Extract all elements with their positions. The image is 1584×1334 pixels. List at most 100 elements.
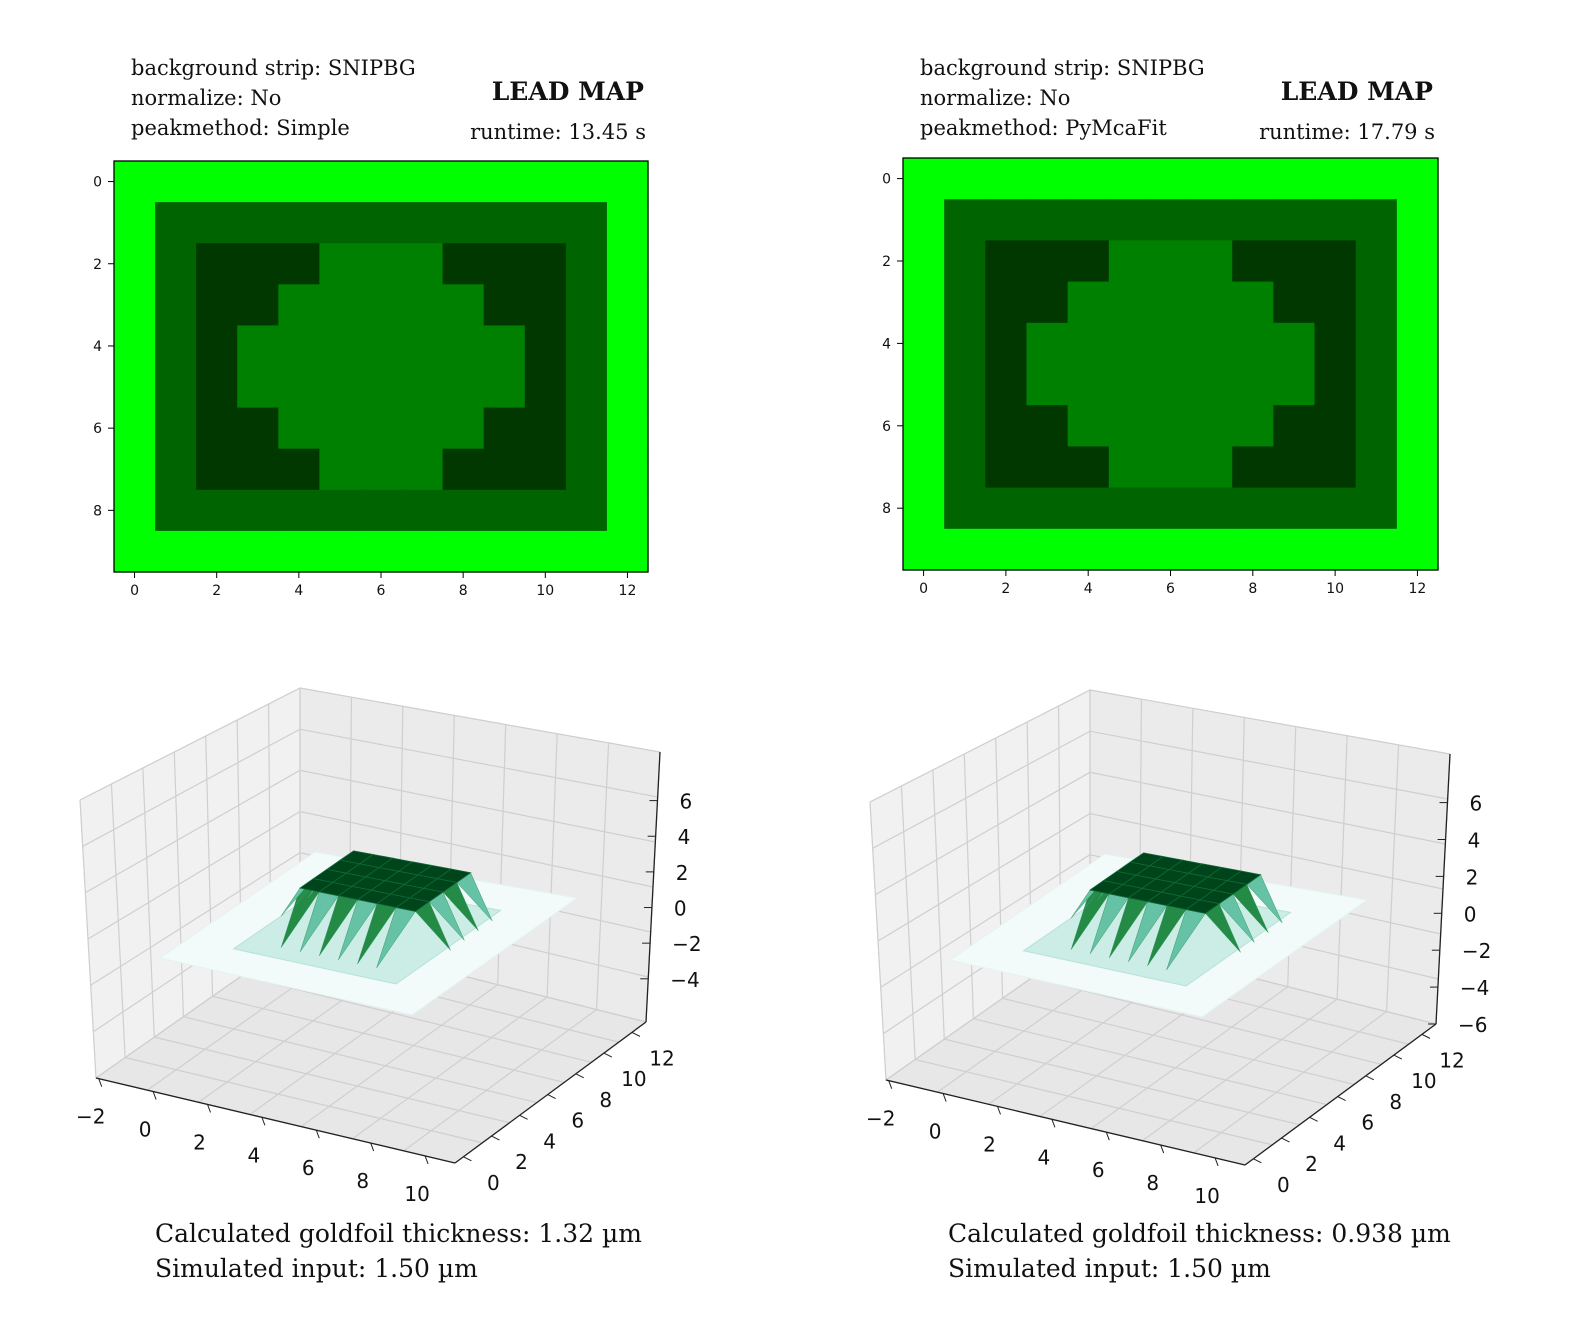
heatmap-cell <box>1191 528 1233 571</box>
heatmap-cell <box>1191 487 1233 530</box>
heatmap-cell <box>114 489 156 532</box>
heatmap-cell <box>1314 364 1357 406</box>
heatmap-cell <box>237 530 279 573</box>
heatmap-cell <box>606 161 649 203</box>
x-tick-label: 4 <box>1084 581 1093 597</box>
x-tick-mark <box>207 1104 211 1113</box>
x-tick-mark <box>942 1093 947 1102</box>
x-tick-label: 6 <box>1166 581 1175 597</box>
x-tick-mark <box>1214 1157 1219 1167</box>
y-tick-label: 8 <box>93 503 102 519</box>
heatmap-cell <box>1026 158 1069 200</box>
heatmap-cell <box>1355 405 1398 447</box>
y-tick-label: 4 <box>93 339 102 355</box>
heatmap-cell <box>319 161 362 203</box>
heatmap-cell <box>360 530 403 573</box>
runtime-left: runtime: 13.45 s <box>470 120 646 144</box>
heatmap-cell <box>1396 528 1439 571</box>
floor-grid-line <box>403 1009 597 1152</box>
heatmap-cell <box>565 202 608 244</box>
heatmap-cell <box>483 448 526 491</box>
heatmap-cell <box>278 407 320 450</box>
heatmap-cell <box>606 325 649 368</box>
floor-grid-line <box>212 995 565 1084</box>
heatmap-cell <box>1191 364 1233 406</box>
heatmap-cell <box>944 364 986 406</box>
heatmap-cell <box>1396 487 1439 530</box>
heatmap-cell <box>114 284 156 326</box>
x-tick-label: 6 <box>1092 1158 1105 1182</box>
heatmap-cell <box>1108 405 1151 447</box>
heatmap-cell <box>401 366 444 409</box>
heatmap-cell <box>360 161 403 203</box>
z-tick-label: −4 <box>1460 976 1489 1000</box>
heatmap-cell <box>565 325 608 368</box>
heatmap-cell <box>401 407 444 450</box>
heatmap-cell <box>114 530 156 573</box>
heatmap-cell <box>1067 528 1110 571</box>
z-grid-line <box>82 728 658 847</box>
heatmap-cell <box>1273 158 1316 200</box>
settings-block-left: background strip: SNIPBG normalize: No p… <box>131 53 416 143</box>
heatmap-cell <box>1067 158 1110 200</box>
heatmap-cell <box>1067 446 1110 489</box>
heatmap-cell <box>565 243 608 285</box>
z-grid-line <box>87 810 654 940</box>
heatmap-cell <box>1026 240 1069 283</box>
heatmap-cell <box>565 366 608 409</box>
heatmap-cell <box>196 202 238 244</box>
x-tick-label: 4 <box>1038 1145 1051 1169</box>
heatmap-cell <box>1067 199 1110 241</box>
heatmap-cell <box>401 202 444 244</box>
heatmap-cell <box>278 530 320 573</box>
heatmap-cell <box>985 528 1028 571</box>
calculated-thickness: Calculated goldfoil thickness: 1.32 µm <box>155 1219 642 1248</box>
heatmap-cell <box>903 199 945 241</box>
heatmap-cell <box>524 284 567 326</box>
heatmap-cell <box>114 448 156 491</box>
x-tick-label: 2 <box>212 583 221 599</box>
heatmap-cell <box>278 161 320 203</box>
heatmap-cell <box>606 284 649 326</box>
heatmap-cell <box>1355 158 1398 200</box>
heatmap-cell <box>1026 364 1069 406</box>
heatmap-cell <box>1108 364 1151 406</box>
x-tick-label: 12 <box>619 583 637 599</box>
heatmap-cell <box>278 366 320 409</box>
heatmap-cell <box>196 284 238 326</box>
heatmap-cell <box>985 158 1028 200</box>
y-tick-label: 10 <box>621 1067 646 1091</box>
heatmap-cell <box>442 407 485 450</box>
heatmap-cell <box>565 407 608 450</box>
z-grid-line <box>877 812 1444 942</box>
y-tick-label: 6 <box>93 421 102 437</box>
z-tick-label: 0 <box>1464 902 1477 926</box>
heatmap-cell <box>196 243 238 285</box>
heatmap-cell <box>1232 240 1274 283</box>
settings-block-right: background strip: SNIPBG normalize: No p… <box>920 53 1205 143</box>
heatmap-cell <box>985 322 1028 365</box>
heatmap-cell <box>155 366 197 409</box>
z-tick-label: 6 <box>679 790 692 814</box>
x-tick-label: 8 <box>1248 581 1257 597</box>
x-tick-mark <box>997 1106 1001 1115</box>
heatmap-cell <box>985 446 1028 489</box>
heatmap-cell <box>1232 528 1274 571</box>
heatmap-cell <box>1314 528 1357 571</box>
heatmap-cell <box>524 448 567 491</box>
x-tick-label: 2 <box>1001 581 1010 597</box>
heatmap-cell <box>1191 240 1233 283</box>
z-tick-label: 6 <box>1469 792 1482 816</box>
heatmap-cell <box>606 448 649 491</box>
y-tick-mark <box>575 1073 585 1079</box>
heatmap-cell <box>944 405 986 447</box>
heatmap-cell <box>319 448 362 491</box>
heatmap-cell <box>278 284 320 326</box>
x-tick-mark <box>315 1129 320 1139</box>
heatmap-cell <box>360 407 403 450</box>
heatmap-cell <box>1026 405 1069 447</box>
heatmap-cell <box>1108 199 1151 241</box>
heatmap-cell <box>903 487 945 530</box>
heatmap-cell <box>401 284 444 326</box>
